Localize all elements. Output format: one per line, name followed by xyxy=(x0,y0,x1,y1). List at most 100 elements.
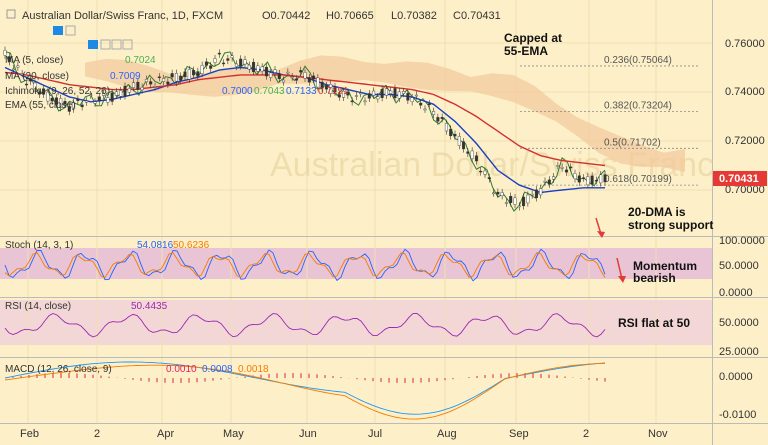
candle xyxy=(217,52,221,55)
candle xyxy=(102,92,106,96)
eye-icon[interactable] xyxy=(88,40,98,49)
time-tick: Apr xyxy=(157,428,174,440)
candle xyxy=(37,91,41,95)
candle xyxy=(393,88,397,99)
settings-icon[interactable] xyxy=(100,39,111,50)
candle xyxy=(63,101,67,105)
macd-tick: 0.0000 xyxy=(719,371,753,383)
legend-ema55-label[interactable]: EMA (55, close) xyxy=(5,100,76,111)
candle xyxy=(380,88,384,98)
candle xyxy=(303,72,307,79)
candle xyxy=(513,197,517,205)
candle xyxy=(487,177,491,180)
more-icon[interactable] xyxy=(122,39,133,50)
candle xyxy=(54,97,58,105)
macd-histogram-bar xyxy=(380,378,382,382)
macd-label[interactable]: MACD (12, 26, close, 9) xyxy=(5,364,112,375)
arrow-head-icon xyxy=(618,276,626,283)
candle xyxy=(350,100,354,103)
candle xyxy=(577,175,581,183)
rsi-tick: 50.0000 xyxy=(719,317,759,329)
candle xyxy=(564,169,568,173)
candle xyxy=(140,87,144,91)
indicator-lines xyxy=(4,248,606,420)
candle xyxy=(342,90,346,98)
macd-histogram-bar xyxy=(364,378,366,381)
macd-histogram-bar xyxy=(372,378,374,382)
candles xyxy=(3,46,607,211)
eye-icon[interactable] xyxy=(53,26,63,35)
candle xyxy=(547,179,551,185)
candle xyxy=(389,90,393,94)
rsi-tick: 25.0000 xyxy=(719,346,759,358)
candle xyxy=(526,194,530,204)
candle xyxy=(170,73,174,78)
legend-ma20-label[interactable]: MA (20, close) xyxy=(5,71,69,82)
candle xyxy=(582,177,586,179)
candle xyxy=(59,98,63,108)
legend-ma20-value: 0.7009 xyxy=(110,71,141,82)
stoch-label[interactable]: Stoch (14, 3, 1) xyxy=(5,240,73,251)
candle xyxy=(346,91,350,96)
macd-histogram-bar xyxy=(172,378,174,383)
open-value: O0.70442 xyxy=(262,10,310,22)
candle xyxy=(397,91,401,99)
macd-histogram-bar xyxy=(92,374,94,378)
candle xyxy=(149,81,153,85)
candle xyxy=(179,75,183,81)
candle xyxy=(440,117,444,119)
collapse-icon[interactable] xyxy=(6,9,16,19)
candle xyxy=(127,88,131,93)
price-tick: 0.70000 xyxy=(725,184,765,196)
candle xyxy=(153,86,157,88)
macd-histogram-bar xyxy=(388,378,390,383)
candle xyxy=(269,72,273,78)
candle xyxy=(500,192,504,196)
close-icon[interactable] xyxy=(111,39,122,50)
legend-ichimoku-value-3: 0.7133 xyxy=(286,86,317,97)
last-price-badge xyxy=(713,171,767,186)
candle xyxy=(144,79,148,83)
legend-ma5-label[interactable]: MA (5, close) xyxy=(5,55,63,66)
candle xyxy=(166,81,170,85)
fibonacci-levels: 0.236(0.75064) 0.382(0.73204) 0.5(0.71702)… xyxy=(520,55,700,186)
settings-icon[interactable] xyxy=(65,25,76,36)
macd-histogram-bar xyxy=(500,373,502,378)
macd-histogram-bar xyxy=(132,378,134,380)
macd-histogram-bar xyxy=(404,378,406,383)
candle xyxy=(414,94,418,97)
rsi-label[interactable]: RSI (14, close) xyxy=(5,301,71,312)
price-ticks: 0.76000 0.74000 0.72000 0.70000 xyxy=(725,38,765,196)
ichimoku-cloud-area xyxy=(85,55,685,173)
fib-level-label: 0.382(0.73204) xyxy=(604,101,672,112)
candle xyxy=(7,56,11,62)
candle xyxy=(479,170,483,173)
candle xyxy=(277,73,281,79)
candle xyxy=(239,58,243,67)
candle xyxy=(264,66,268,77)
candle xyxy=(114,91,118,96)
fib-level-label: 0.5(0.71702) xyxy=(604,137,661,148)
candle xyxy=(573,173,577,180)
fib-level-label: 0.236(0.75064) xyxy=(604,55,672,66)
macd-histogram-bar xyxy=(68,373,70,378)
macd-histogram-bar xyxy=(484,375,486,378)
macd-histogram-bar xyxy=(84,373,86,378)
price-pane[interactable] xyxy=(0,0,712,236)
candle xyxy=(320,81,324,89)
legend-ichimoku-label[interactable]: Ichimoku (9, 26, 52, 26) xyxy=(5,86,110,97)
candle xyxy=(230,55,234,58)
candle xyxy=(427,103,431,105)
macd-histogram-bar xyxy=(12,376,14,378)
macd-histogram-bar xyxy=(580,378,582,379)
macd-histogram-bar xyxy=(100,375,102,378)
rsi-annotation: RSI flat at 50 xyxy=(618,316,690,330)
macd-signal-value: 0.0018 xyxy=(238,364,269,375)
macd-histogram-bar xyxy=(76,373,78,378)
macd-histogram-bar xyxy=(20,375,22,378)
candle xyxy=(449,128,453,137)
rsi-band xyxy=(0,300,712,345)
support-annotation: 20-DMA is xyxy=(628,205,686,219)
candle xyxy=(110,92,114,102)
